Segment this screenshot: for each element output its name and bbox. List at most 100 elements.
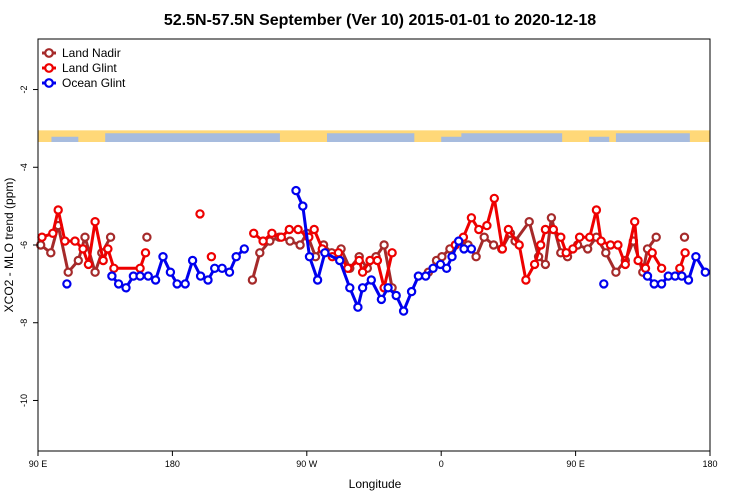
data-point-ocean-glint <box>398 306 409 316</box>
data-point-ocean-glint <box>291 185 301 196</box>
data-point-land-glint <box>53 205 63 215</box>
data-point-ocean-glint <box>107 271 117 281</box>
legend-swatch-marker <box>44 48 54 58</box>
world-map-strip <box>38 130 710 142</box>
x-tick-label: 180 <box>165 459 180 469</box>
data-point-land-glint <box>574 232 585 242</box>
data-point-ocean-glint <box>172 279 182 289</box>
data-point-land-nadir <box>488 240 499 250</box>
data-point-ocean-glint <box>421 271 431 281</box>
data-point-ocean-glint <box>320 248 330 258</box>
data-point-ocean-glint <box>383 283 393 293</box>
data-point-land-glint <box>548 224 559 235</box>
data-point-ocean-glint <box>143 271 153 281</box>
data-point-land-nadir <box>247 275 258 285</box>
legend-item-land-glint: Land Glint <box>42 61 117 75</box>
data-point-land-glint <box>482 220 492 231</box>
data-point-land-glint <box>103 244 113 254</box>
data-point-land-glint <box>70 236 80 246</box>
data-point-land-glint <box>656 263 667 273</box>
legend-swatch-marker <box>44 63 54 73</box>
data-point-ocean-glint <box>135 271 145 281</box>
data-point-land-nadir <box>105 232 116 242</box>
data-point-ocean-glint <box>649 279 659 289</box>
data-point-land-glint <box>633 255 643 266</box>
data-point-ocean-glint <box>413 271 424 281</box>
data-point-land-glint <box>37 232 47 242</box>
data-point-land-nadir <box>90 267 100 277</box>
data-point-ocean-glint <box>466 244 477 254</box>
data-point-land-glint <box>365 255 375 266</box>
data-point-ocean-glint <box>366 275 376 285</box>
y-axis-label: XCO2 - MLO trend (ppm) <box>2 178 16 313</box>
data-point-land-glint <box>529 259 540 270</box>
data-point-land-glint <box>568 244 578 254</box>
data-point-land-glint <box>675 263 685 273</box>
data-point-ocean-glint <box>209 263 220 273</box>
y-tick-label: -8 <box>19 319 29 327</box>
data-point-land-nadir <box>437 252 447 262</box>
legend-item-land-nadir: Land Nadir <box>42 46 121 60</box>
data-point-land-nadir <box>295 240 305 250</box>
data-point-land-nadir <box>285 236 295 246</box>
data-point-land-nadir <box>479 232 489 242</box>
data-point-land-glint <box>309 224 319 235</box>
x-axis: 90 E 180 90 W 0 90 E 180 <box>29 451 718 469</box>
data-point-land-glint <box>585 232 595 242</box>
data-point-ocean-glint <box>298 201 308 211</box>
x-tick-label: 90 E <box>29 459 48 469</box>
data-point-land-glint <box>267 228 277 238</box>
data-point-ocean-glint <box>217 263 227 273</box>
y-tick-label: -2 <box>19 86 29 94</box>
data-point-land-glint <box>620 259 631 270</box>
map-strip-ocean <box>615 133 690 142</box>
data-point-land-nadir <box>583 244 593 254</box>
legend-swatch-marker <box>44 78 54 88</box>
data-point-ocean-glint <box>683 275 694 285</box>
data-point-ocean-glint <box>304 252 315 262</box>
data-point-land-nadir <box>63 267 73 277</box>
data-point-land-glint <box>248 228 259 238</box>
data-point-ocean-glint <box>656 279 667 289</box>
data-point-land-glint <box>521 275 531 285</box>
data-point-land-glint <box>293 224 303 235</box>
map-strip-ocean <box>441 136 469 142</box>
data-point-ocean-glint <box>459 244 469 254</box>
data-point-ocean-glint <box>642 271 653 281</box>
data-point-land-glint <box>195 209 205 219</box>
data-point-land-nadir <box>679 232 690 242</box>
data-point-land-glint <box>605 240 616 250</box>
data-point-land-glint <box>343 263 353 273</box>
data-point-land-glint <box>372 255 383 266</box>
data-point-ocean-glint <box>150 275 161 285</box>
data-point-ocean-glint <box>428 263 438 273</box>
data-point-land-glint <box>276 232 286 242</box>
data-point-land-nadir <box>540 259 551 270</box>
data-point-land-nadir <box>46 248 56 258</box>
data-point-ocean-glint <box>441 263 452 273</box>
data-point-land-glint <box>48 228 58 238</box>
series-ocean-glint <box>62 185 711 316</box>
x-tick-label: 0 <box>439 459 444 469</box>
data-point-land-nadir <box>73 255 84 266</box>
data-point-land-glint <box>98 255 108 266</box>
data-point-land-glint <box>284 224 294 235</box>
map-strip-ocean <box>172 136 200 142</box>
data-point-ocean-glint <box>203 275 213 285</box>
data-point-land-nadir <box>546 213 557 223</box>
data-point-ocean-glint <box>187 255 198 266</box>
data-point-ocean-glint <box>345 283 355 293</box>
data-point-ocean-glint <box>376 294 387 305</box>
data-point-ocean-glint <box>62 279 72 289</box>
data-point-ocean-glint <box>357 283 368 293</box>
data-point-land-nadir <box>611 267 621 277</box>
data-point-ocean-glint <box>447 252 457 262</box>
data-point-ocean-glint <box>691 252 701 262</box>
data-point-land-glint <box>474 224 484 235</box>
data-point-land-glint <box>680 248 690 258</box>
data-point-land-glint <box>83 259 94 270</box>
data-point-land-glint <box>556 232 566 242</box>
data-point-land-glint <box>354 255 364 266</box>
